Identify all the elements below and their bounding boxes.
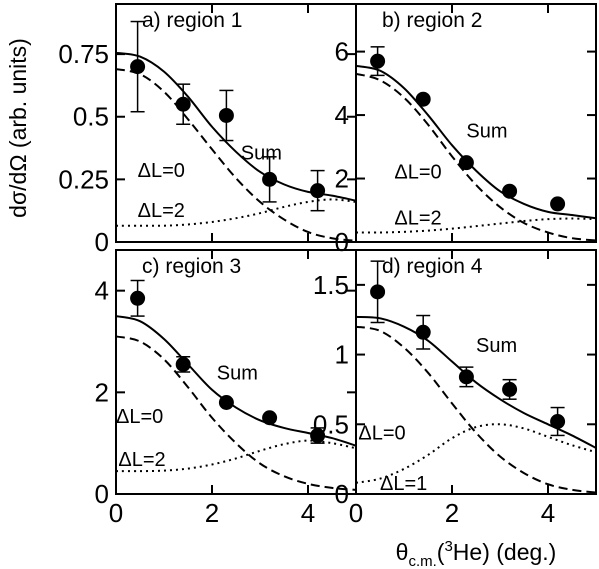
data-point	[415, 91, 431, 107]
y-tick-label: 0.75	[58, 39, 109, 69]
y-tick-label: 2	[335, 164, 349, 194]
data-point	[415, 324, 431, 340]
y-tick-label: 0	[335, 479, 349, 509]
y-tick-label: 2	[95, 377, 109, 407]
y-tick-label: 0.5	[313, 409, 349, 439]
x-axis-title-symbol: θ	[396, 539, 409, 565]
curve-annotation: ΔL=0	[116, 406, 163, 428]
curve-annotation: Sum	[466, 120, 507, 142]
panel-frame	[355, 3, 597, 243]
data-point	[310, 428, 326, 444]
y-tick-label: 0	[95, 479, 109, 509]
series-dashed-line	[116, 68, 356, 242]
curve-annotation: ΔL=2	[394, 208, 441, 230]
x-axis-title-paren: (	[437, 539, 445, 565]
series-dashed-line	[356, 72, 596, 242]
panel-label: b) region 2	[382, 9, 482, 32]
y-axis-title: dσ/dΩ (arb. units)	[5, 38, 31, 218]
y-tick-label: 1	[335, 340, 349, 370]
curve-annotation: Sum	[217, 363, 258, 385]
data-point	[370, 53, 386, 69]
y-tick-label: 0.25	[58, 164, 109, 194]
series-dotted-line	[356, 217, 596, 234]
curve-annotation: ΔL=0	[358, 423, 405, 445]
y-tick-label: 0	[95, 227, 109, 257]
y-tick-label: 4	[335, 100, 349, 130]
x-tick-label: 0	[109, 498, 123, 528]
curve-annotation: Sum	[476, 335, 517, 357]
x-axis-title-subscript: c.m.	[408, 553, 436, 569]
curve-annotation: ΔL=0	[394, 162, 441, 184]
panel-label: c) region 3	[142, 255, 241, 278]
data-point	[310, 183, 326, 199]
series-dotted-line	[356, 423, 596, 484]
y-tick-label: 4	[95, 276, 109, 306]
data-point	[458, 369, 474, 385]
x-axis-title-superscript: 3	[444, 538, 452, 555]
x-axis-title-rest: He) (deg.)	[453, 539, 557, 565]
x-tick-label: 4	[541, 498, 555, 528]
curve-annotation: ΔL=2	[138, 200, 185, 222]
curve-annotation: Sum	[241, 142, 282, 164]
x-tick-label: 2	[205, 498, 219, 528]
y-tick-label: 6	[335, 37, 349, 67]
data-point	[262, 410, 278, 426]
data-point	[175, 356, 191, 372]
data-point	[370, 284, 386, 300]
data-point	[218, 395, 234, 410]
panels: 0 0.25 0.5 0.75 Sum ΔL=0 ΔL=2 a) region 1 0 2 4 6 Su…	[58, 3, 597, 528]
curves	[356, 64, 596, 242]
x-tick-label: 4	[301, 498, 315, 528]
curve-annotation: ΔL=1	[380, 473, 427, 495]
curve-annotation: ΔL=2	[118, 449, 165, 471]
data-point	[175, 96, 191, 112]
series-dotted-line	[116, 198, 356, 227]
curve-annotation: ΔL=0	[138, 160, 185, 182]
data-point	[218, 107, 234, 123]
panel-frame	[355, 249, 597, 495]
data-point	[458, 155, 474, 171]
series-dashed-line	[356, 325, 596, 494]
x-tick-label: 0	[349, 498, 363, 528]
data-point	[550, 196, 566, 212]
data-point	[130, 290, 146, 306]
y-tick-label: 0.5	[73, 102, 109, 132]
series-dashed-line	[116, 335, 356, 491]
panel-2: 0 2 4 6 Sum ΔL=0 ΔL=2 b) region 2	[335, 3, 597, 257]
panel-label: a) region 1	[142, 9, 242, 32]
series-solid-line	[356, 64, 596, 220]
y-tick-label: 1.5	[313, 270, 349, 300]
series-dotted-line	[116, 439, 356, 473]
y-tick-label: 0	[335, 227, 349, 257]
panel-1: 0 0.25 0.5 0.75 Sum ΔL=0 ΔL=2 a) region 1	[58, 3, 357, 257]
panel-4: 0 0.5 1 1.5 0 2 4 Sum ΔL=0 ΔL=1 d) region 4	[313, 249, 597, 528]
x-axis-title: θc.m.(3He) (deg.)	[396, 538, 557, 569]
data-point	[262, 171, 278, 187]
data-point	[502, 381, 518, 397]
data-point	[550, 413, 566, 429]
x-tick-label: 2	[445, 498, 459, 528]
panel-label: d) region 4	[382, 255, 483, 278]
data-point	[502, 183, 518, 199]
data-point	[130, 59, 146, 75]
